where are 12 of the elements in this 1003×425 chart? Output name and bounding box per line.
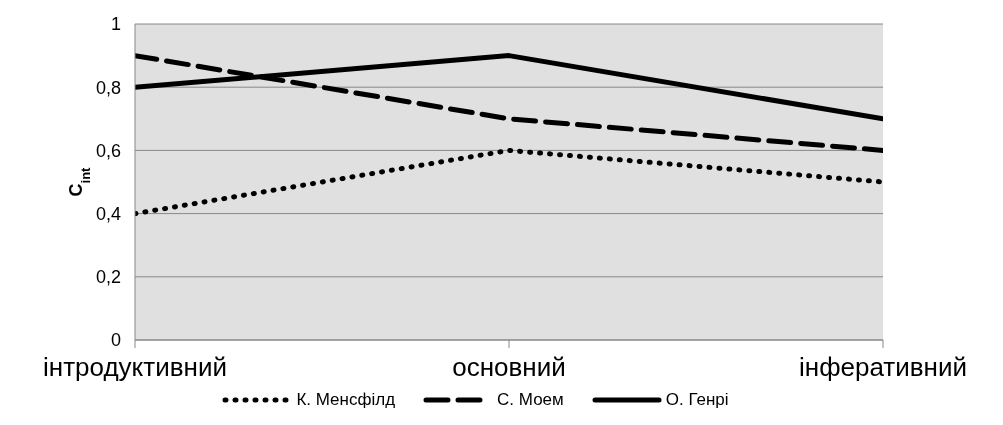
y-tick-label: 0,6 — [95, 140, 121, 161]
y-tick-label: 0,4 — [95, 203, 121, 224]
y-tick-label: 0,8 — [95, 77, 121, 98]
legend-label: К. Менсфілд — [296, 390, 396, 410]
x-tick-label: інферативний — [799, 352, 967, 383]
y-tick-label: 0,2 — [95, 267, 121, 288]
x-tick-label: основний — [452, 352, 566, 383]
y-tick-label: 0 — [110, 330, 121, 351]
x-tick-label: інтродуктивний — [43, 352, 227, 383]
legend-label: С. Моем — [497, 390, 564, 410]
y-tick-label: 1 — [110, 14, 121, 35]
legend-label: О. Генрі — [665, 390, 729, 410]
